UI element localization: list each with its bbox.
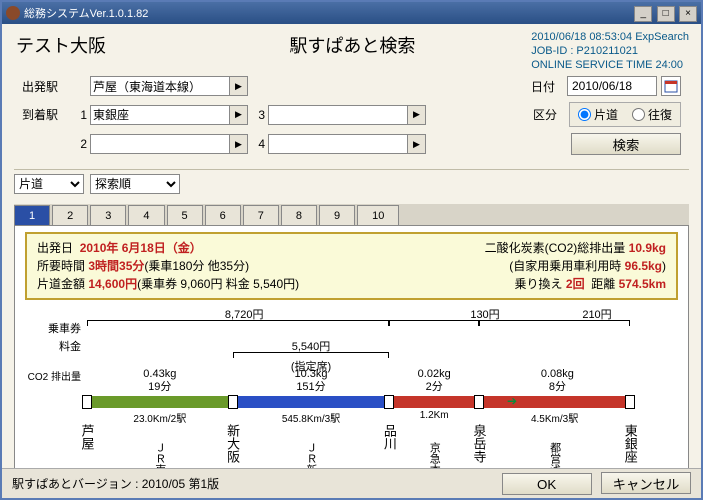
- tab-3[interactable]: 3: [90, 205, 126, 225]
- page-title: 駅すぱあと検索: [289, 32, 415, 58]
- titlebar: 総務システムVer.1.0.1.82 _ □ ×: [2, 2, 701, 24]
- arrival-dropdown-1[interactable]: [230, 105, 248, 125]
- arrival-dropdown-4[interactable]: [408, 134, 426, 154]
- station-東銀座: 東銀座: [621, 424, 640, 463]
- result-panel: 出発日 2010年 6月18日（金） 二酸化炭素(CO2)総排出量 10.9kg…: [14, 226, 689, 488]
- station-芦屋: 芦屋: [78, 424, 97, 450]
- window-title: 総務システムVer.1.0.1.82: [24, 5, 633, 21]
- version-label: 駅すぱあとバージョン : 2010/05 第1版: [12, 475, 219, 492]
- calendar-icon[interactable]: [661, 76, 681, 96]
- select-order[interactable]: 探索順: [90, 174, 180, 194]
- tab-7[interactable]: 7: [243, 205, 279, 225]
- minimize-button[interactable]: _: [634, 6, 652, 22]
- trip-type-group: 片道 往復: [569, 102, 681, 127]
- date-label: 日付: [531, 78, 567, 95]
- close-button[interactable]: ×: [679, 6, 697, 22]
- arrival-field-4[interactable]: [268, 134, 408, 154]
- arrival-field-1[interactable]: [90, 105, 230, 125]
- app-icon: [6, 6, 20, 20]
- station-新大阪: 新大阪: [223, 424, 242, 463]
- search-button[interactable]: 検索: [571, 133, 681, 155]
- footer: 駅すぱあとバージョン : 2010/05 第1版 OK キャンセル: [2, 468, 701, 498]
- summary-box: 出発日 2010年 6月18日（金） 二酸化炭素(CO2)総排出量 10.9kg…: [25, 232, 678, 300]
- departure-label: 出発駅: [22, 78, 70, 95]
- result-tabs: 12345678910: [14, 204, 689, 226]
- arrival-field-2[interactable]: [90, 134, 230, 154]
- tab-1[interactable]: 1: [14, 205, 50, 225]
- org-name: テスト大阪: [16, 32, 106, 58]
- arrival-dropdown-2[interactable]: [230, 134, 248, 154]
- arrival-field-3[interactable]: [268, 105, 408, 125]
- status-info: 2010/06/18 08:53:04 ExpSearch JOB-ID : P…: [531, 30, 689, 72]
- date-field[interactable]: 2010/06/18: [567, 76, 657, 96]
- search-panel: 出発駅 日付 2010/06/18 到着駅 1 3: [14, 66, 689, 170]
- ok-button[interactable]: OK: [502, 473, 592, 495]
- station-品川: 品川: [380, 424, 399, 450]
- tab-5[interactable]: 5: [167, 205, 203, 225]
- arrival-label: 到着駅: [22, 106, 70, 123]
- select-triptype[interactable]: 片道: [14, 174, 84, 194]
- tab-9[interactable]: 9: [319, 205, 355, 225]
- departure-dropdown[interactable]: [230, 76, 248, 96]
- arrival-dropdown-3[interactable]: [408, 105, 426, 125]
- radio-round[interactable]: 往復: [632, 106, 672, 123]
- radio-oneway[interactable]: 片道: [578, 106, 618, 123]
- departure-field[interactable]: [90, 76, 230, 96]
- tab-4[interactable]: 4: [128, 205, 164, 225]
- tab-6[interactable]: 6: [205, 205, 241, 225]
- maximize-button[interactable]: □: [657, 6, 675, 22]
- type-label: 区分: [533, 106, 569, 123]
- tab-8[interactable]: 8: [281, 205, 317, 225]
- cancel-button[interactable]: キャンセル: [601, 472, 691, 494]
- station-泉岳寺: 泉岳寺: [470, 424, 489, 463]
- tab-10[interactable]: 10: [357, 205, 399, 225]
- tab-2[interactable]: 2: [52, 205, 88, 225]
